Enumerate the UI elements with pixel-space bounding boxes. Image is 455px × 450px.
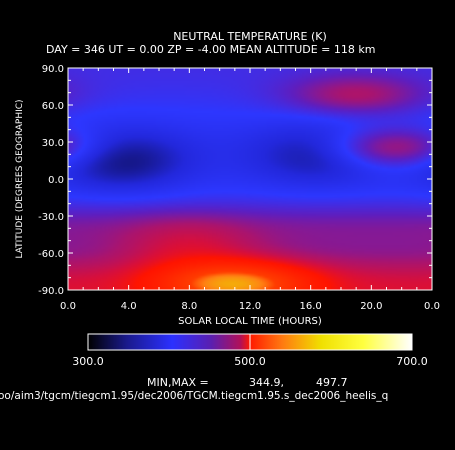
x-tick-label: 0.0 [424,301,440,312]
y-tick-label: 60.0 [42,101,64,112]
file-path: oo/aim3/tgcm/tiegcm1.95/dec2006/TGCM.tie… [0,390,388,402]
y-tick-label: -60.0 [38,249,64,260]
chart-title: NEUTRAL TEMPERATURE (K) [173,30,327,43]
minmax-label: MIN,MAX = [147,376,209,389]
x-axis-ticks: 0.0 4.0 8.0 12.0 16.0 20.0 0.0 [60,68,440,312]
y-axis-ticks: 90.0 60.0 30.0 0.0 -30.0 -60.0 -90.0 [38,64,432,297]
y-tick-label: 0.0 [48,175,64,186]
heatmap-field [68,68,432,290]
y-axis-label: LATITUDE (DEGREES GEOGRAPHIC) [15,99,25,258]
max-value: 497.7 [316,376,348,389]
chart-subtitle: DAY = 346 UT = 0.00 ZP = -4.00 MEAN ALTI… [46,43,375,56]
x-tick-label: 0.0 [60,301,76,312]
x-tick-label: 12.0 [239,301,261,312]
y-tick-label: -30.0 [38,212,64,223]
colorbar-tick-label: 300.0 [72,355,104,368]
x-tick-label: 20.0 [360,301,382,312]
colorbar-ticks: 300.0 500.0 700.0 [72,334,428,368]
x-axis-label: SOLAR LOCAL TIME (HOURS) [178,316,322,327]
x-tick-label: 4.0 [121,301,137,312]
y-tick-label: 90.0 [42,64,64,75]
y-tick-label: -90.0 [38,286,64,297]
min-value: 344.9, [249,376,284,389]
colorbar-tick-label: 500.0 [234,355,266,368]
colorbar-tick-label: 700.0 [396,355,428,368]
y-tick-label: 30.0 [42,138,64,149]
x-tick-label: 8.0 [181,301,197,312]
x-tick-label: 16.0 [300,301,322,312]
